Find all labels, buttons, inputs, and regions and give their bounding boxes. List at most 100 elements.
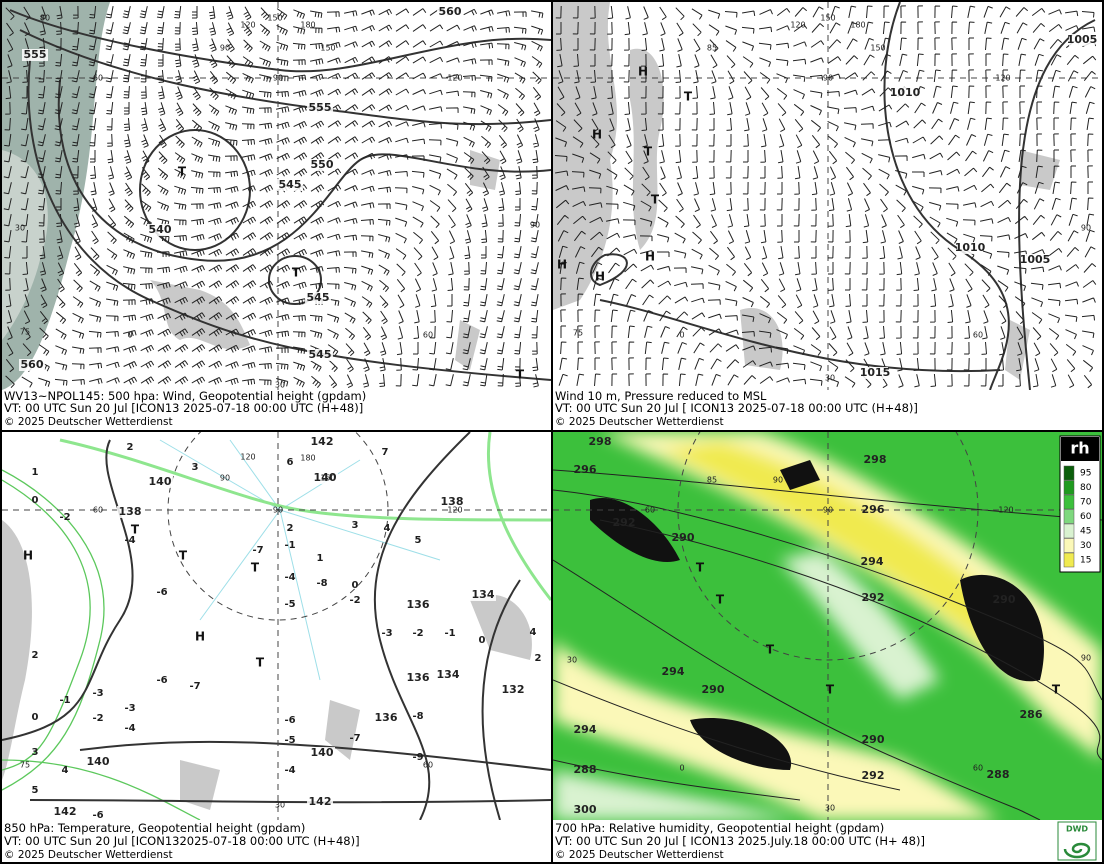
label-bg xyxy=(405,672,431,684)
contour-label: 286 xyxy=(1020,708,1043,721)
graticule-label: 90 xyxy=(1081,654,1091,663)
label-bg xyxy=(309,747,335,759)
pressure-center: T xyxy=(766,643,775,657)
contour xyxy=(553,489,1102,701)
wind-barbs xyxy=(3,5,544,389)
caption: 700 hPa: Relative humidity, Geopotential… xyxy=(555,821,884,835)
label-bg xyxy=(309,159,335,171)
isotherm-label: 5 xyxy=(415,535,422,546)
isotherm-label: -7 xyxy=(349,733,360,744)
graticule-label: 75 xyxy=(20,761,30,770)
legend-title-bg xyxy=(1061,437,1099,461)
isotherm-label: -6 xyxy=(284,715,295,726)
label-bg xyxy=(437,6,463,18)
contour-label: 545 xyxy=(279,178,302,191)
isotherm-label: -2 xyxy=(349,595,360,606)
graticule-label: 60 xyxy=(645,506,655,515)
contour-label: 294 xyxy=(662,665,685,678)
label-bg xyxy=(307,349,333,361)
contour-label: 140 xyxy=(87,755,110,768)
contour-label: 292 xyxy=(862,591,885,604)
isotherm-label: -1 xyxy=(444,628,455,639)
label-bg xyxy=(1069,34,1095,46)
graticule xyxy=(553,432,1102,820)
graticule-label: 150 xyxy=(267,14,282,23)
contour xyxy=(57,79,551,262)
pressure-center: T xyxy=(651,193,660,207)
contour-label: 140 xyxy=(311,746,334,759)
isotherm xyxy=(159,439,441,681)
contour xyxy=(2,439,134,741)
graticule-label: 85 xyxy=(707,44,717,53)
contour-label: 1005 xyxy=(1067,33,1098,46)
graticule-label: 0 xyxy=(679,331,684,340)
land xyxy=(630,48,664,251)
land xyxy=(2,520,32,780)
isotherm-label: 4 xyxy=(530,627,537,638)
isotherm-label: -6 xyxy=(156,675,167,686)
labels: 560555555550545540545545560TTT8012015018… xyxy=(4,5,1101,861)
land xyxy=(2,150,48,340)
contour xyxy=(599,519,1102,761)
caption: VT: 00 UTC Sun 20 Jul [ ICON13 2025-07-1… xyxy=(555,401,918,415)
isotherm-label: 1 xyxy=(32,467,39,478)
pressure-center: T xyxy=(516,368,525,382)
isotherm-label: 6 xyxy=(287,457,294,468)
isotherm-label: 2 xyxy=(127,442,134,453)
contour-label: 1015 xyxy=(860,366,891,379)
pressure-center: T xyxy=(178,165,187,179)
land xyxy=(740,150,1060,380)
graticule-label: 60 xyxy=(93,74,103,83)
caption: © 2025 Deutscher Wetterdienst xyxy=(4,849,173,861)
label-bg xyxy=(1022,254,1048,266)
graticule-label: 90 xyxy=(273,506,283,515)
caption: © 2025 Deutscher Wetterdienst xyxy=(4,416,173,428)
isotherm-label: 1 xyxy=(317,553,324,564)
contour xyxy=(79,740,551,771)
label-bg xyxy=(862,367,888,379)
isotherm-label: -3 xyxy=(92,688,103,699)
label-bg xyxy=(147,224,173,236)
graticule-label: 120 xyxy=(790,21,805,30)
isotherm-label: 3 xyxy=(352,520,359,531)
label-bg xyxy=(307,796,333,808)
map-500hpa xyxy=(2,2,551,390)
graticule-label: 120 xyxy=(240,21,255,30)
legend-swatch xyxy=(1063,552,1075,568)
logo-text: DWD xyxy=(1066,825,1088,834)
contour-label: 292 xyxy=(613,516,636,529)
graticule-label: 90 xyxy=(220,44,230,53)
graticule-label: 75 xyxy=(20,328,30,337)
label-bg xyxy=(305,292,331,304)
caption: © 2025 Deutscher Wetterdienst xyxy=(555,849,724,861)
graticule-label: 75 xyxy=(573,329,583,338)
graticule-label: 0 xyxy=(679,764,684,773)
graticule-label: 90 xyxy=(1081,224,1091,233)
contour-label: 288 xyxy=(987,768,1010,781)
isotherm-label: -6 xyxy=(156,587,167,598)
contour xyxy=(373,432,471,820)
graticule-label: 60 xyxy=(973,331,983,340)
pressure-center: T xyxy=(179,549,188,563)
caption: WV13~NPOL145: 500 hpa: Wind, Geopotentia… xyxy=(4,389,366,403)
graticule-label: 30 xyxy=(825,374,835,383)
graticule xyxy=(2,2,551,390)
map-msl xyxy=(553,2,1102,390)
caption: 850 hPa: Temperature, Geopotential heigh… xyxy=(4,821,305,835)
label-bg xyxy=(957,242,983,254)
contour xyxy=(553,679,901,791)
contour-label: 300 xyxy=(574,803,597,816)
label-bg xyxy=(312,472,338,484)
graticule-label: 120 xyxy=(995,74,1010,83)
caption: Wind 10 m, Pressure reduced to MSL xyxy=(555,389,767,403)
caption: © 2025 Deutscher Wetterdienst xyxy=(555,416,724,428)
graticule-label: 90 xyxy=(823,74,833,83)
isotherm xyxy=(2,479,201,820)
isotherm-label: 4 xyxy=(384,523,391,534)
isotherm-label: 2 xyxy=(535,653,542,664)
contour-label: 298 xyxy=(864,453,887,466)
legend-label: 60 xyxy=(1080,512,1092,522)
contour-label: 296 xyxy=(574,463,597,476)
contour-label: 136 xyxy=(375,711,398,724)
graticule-label: 150 xyxy=(320,44,335,53)
